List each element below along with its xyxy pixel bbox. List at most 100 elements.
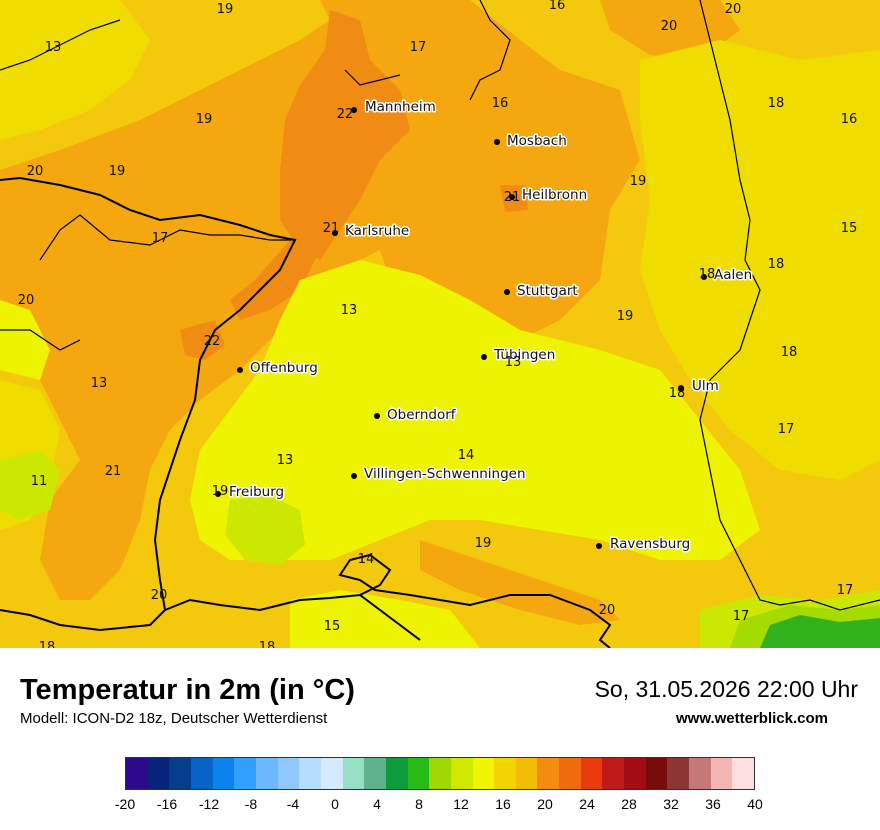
temp-value: 17 (152, 231, 169, 246)
color-scale-tick-label: -12 (198, 796, 220, 812)
temp-value: 20 (599, 603, 616, 618)
city-label-halo: Stuttgart (517, 283, 578, 299)
city-label: Oberndorf (387, 407, 457, 423)
color-scale-ticks: -20 -16 -12 -8 -4 0 4 8 12 16 20 24 28 32 36 40 (115, 790, 763, 820)
color-scale-tick-label: 20 (537, 796, 553, 812)
city-mosbach[interactable] (494, 139, 500, 145)
temp-value: 19 (109, 164, 126, 179)
color-scale-tick-label: 36 (705, 796, 721, 812)
temp-value: 17 (733, 609, 750, 624)
city-freiburg[interactable] (215, 491, 221, 497)
temp-area-lime-yellow-south (290, 590, 480, 648)
city-label-halo: Offenburg (250, 360, 318, 376)
map-footer: Temperatur in 2m (in °C) Modell: ICON-D2… (0, 648, 880, 830)
city-label: Villingen-Schwenningen (364, 466, 526, 482)
city-aalen[interactable] (701, 274, 707, 280)
color-scale-tick-label: 24 (579, 796, 595, 812)
color-scale-swatch (472, 758, 495, 789)
city-label: Mosbach (507, 133, 567, 149)
color-scale-swatch (190, 758, 213, 789)
temp-value: 14 (458, 448, 475, 463)
temp-value: 21 (504, 190, 521, 205)
color-scale-tick-label: 40 (747, 796, 763, 812)
color-scale-swatch (147, 758, 170, 789)
color-scale-swatch (559, 758, 581, 789)
website-link[interactable]: www.wetterblick.com (676, 710, 828, 727)
color-scale-swatch (212, 758, 235, 789)
color-scale-swatch (320, 758, 343, 789)
temp-value: 16 (841, 112, 858, 127)
color-scale-swatch (494, 758, 516, 789)
color-scale-swatch (645, 758, 668, 789)
color-scale-swatch (537, 758, 560, 789)
color-scale-swatch (667, 758, 690, 789)
color-scale-swatch (710, 758, 733, 789)
city-ravensburg[interactable] (596, 543, 602, 549)
color-scale-swatch (429, 758, 451, 789)
color-scale (125, 757, 755, 790)
temp-value: 17 (837, 583, 854, 598)
temp-value: 13 (277, 453, 294, 468)
city-oberndorf[interactable] (374, 413, 380, 419)
temp-area-yellow (0, 0, 150, 140)
temp-value: 16 (492, 96, 509, 111)
city-stuttgart[interactable] (504, 289, 510, 295)
state-borders (0, 0, 880, 611)
temp-area-orange (0, 0, 640, 600)
temp-area-lime-sw (0, 450, 60, 520)
temp-value: 19 (475, 536, 492, 551)
city-label: Ravensburg (610, 536, 690, 552)
city-label-halo: Oberndorf (387, 407, 457, 423)
temp-value: 20 (151, 588, 168, 603)
color-scale-swatch (450, 758, 473, 789)
color-scale-swatch (277, 758, 300, 789)
temp-value: 18 (781, 345, 798, 360)
temp-value: 19 (630, 174, 647, 189)
temp-value: 18 (669, 386, 686, 401)
city-mannheim[interactable] (351, 107, 357, 113)
city-markers (215, 107, 707, 549)
city-ulm[interactable] (678, 385, 684, 391)
temp-value: 18 (259, 640, 276, 648)
city-label-halo: Mosbach (507, 133, 567, 149)
temp-value: 14 (358, 552, 375, 567)
temp-value: 18 (699, 267, 716, 282)
city-label-halo: Aalen (714, 267, 752, 283)
temp-value: 20 (725, 2, 742, 17)
temp-value: 17 (778, 422, 795, 437)
temperature-map[interactable]: Mannheim Mannheim Mosbach Mosbach Heilbron… (0, 0, 880, 648)
city-label: Mannheim (365, 99, 436, 115)
city-offenburg[interactable] (237, 367, 243, 373)
temp-value: 22 (337, 107, 354, 122)
city-karlsruhe[interactable] (332, 230, 338, 236)
temp-value: 19 (617, 309, 634, 324)
city-label: Tübingen (493, 347, 555, 363)
temp-value: 22 (204, 334, 221, 349)
model-info: Modell: ICON-D2 18z, Deutscher Wetterdie… (20, 710, 328, 727)
temp-area-dark-orange (280, 10, 410, 260)
color-scale-swatch (342, 758, 365, 789)
city-label: Heilbronn (522, 187, 587, 203)
color-scale-swatch (169, 758, 191, 789)
temp-value: 11 (31, 474, 48, 489)
temp-value: 20 (18, 293, 35, 308)
city-tuebingen[interactable] (481, 354, 487, 360)
color-scale-swatch (689, 758, 711, 789)
color-scale-tick-label: -8 (244, 796, 258, 812)
temp-area-lime-yellow-2 (0, 300, 50, 380)
temp-value: 19 (217, 2, 234, 17)
temp-area-lime (225, 495, 305, 565)
temp-area-dark-orange-3 (180, 320, 225, 360)
color-scale-swatch (407, 758, 430, 789)
city-heilbronn[interactable] (509, 194, 515, 200)
city-villingen-schwenningen[interactable] (351, 473, 357, 479)
color-scale-tick-label: 0 (331, 796, 339, 812)
temp-area-lime-yellow (190, 260, 760, 560)
color-scale-swatch (515, 758, 538, 789)
city-label-halo: Freiburg (229, 484, 284, 500)
city-label: Ulm (692, 378, 719, 394)
temperature-values: 19 16 20 20 13 17 22 16 18 19 16 20 19 2… (18, 0, 858, 648)
temp-value: 16 (549, 0, 566, 13)
